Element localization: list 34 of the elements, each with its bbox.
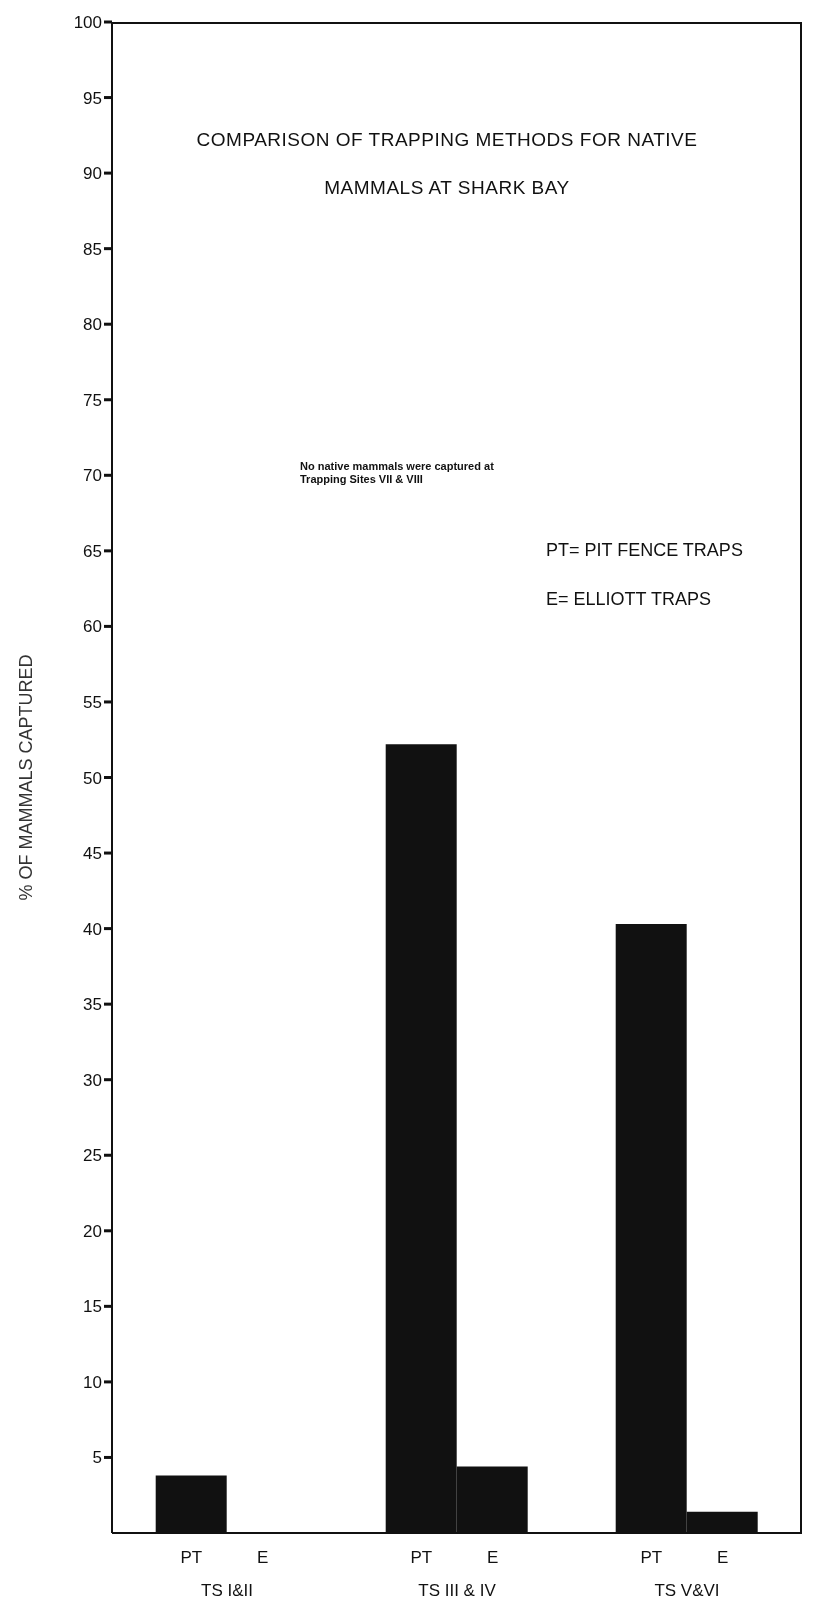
text: PT [410,1548,433,1567]
y-tick-label: 95 [83,88,102,108]
y-tick-label: 70 [83,466,102,486]
text: E [716,1548,729,1567]
y-tick-label: 10 [83,1372,102,1392]
y-tick-label: 45 [83,844,102,864]
x-tick-label: TS III & IV [418,1581,497,1600]
y-tick-label: 80 [83,315,102,335]
x-tick-label: TS V&VI [654,1581,720,1600]
y-tick-label: 50 [83,768,102,788]
y-tick-label: 85 [83,239,102,259]
y-tick-label: 90 [83,164,102,184]
y-tick-label: 65 [83,541,102,561]
series-label: E [486,1548,499,1567]
y-axis-title: % OF MAMMALS CAPTURED [16,654,37,901]
x-tick-label: TS I&II [201,1581,253,1600]
y-tick-label: 60 [83,617,102,637]
y-tick-label: 15 [83,1297,102,1317]
y-tick-label: 100 [73,13,102,33]
y-tick-label: 75 [83,390,102,410]
text: E [256,1548,269,1567]
y-tick-label: 40 [83,919,102,939]
y-tick-label: 35 [83,995,102,1015]
annotation: PT= PIT FENCE TRAPS [546,540,743,562]
y-tick-label: 25 [83,1146,102,1166]
annotation: No native mammals were captured at Trapping Sites VII & VIII [300,460,495,487]
y-tick-label: 55 [83,692,102,712]
annotation: E= ELLIOTT TRAPS [546,588,711,610]
series-label: PT [180,1548,203,1567]
y-tick-label: 30 [83,1070,102,1090]
y-tick-label: 5 [92,1448,102,1468]
chart-title: COMPARISON OF TRAPPING METHODS FOR NATIVE MAMMALS AT SHARK BAY [196,128,698,198]
text: PT [640,1548,663,1567]
y-tick-label: 20 [83,1221,102,1241]
